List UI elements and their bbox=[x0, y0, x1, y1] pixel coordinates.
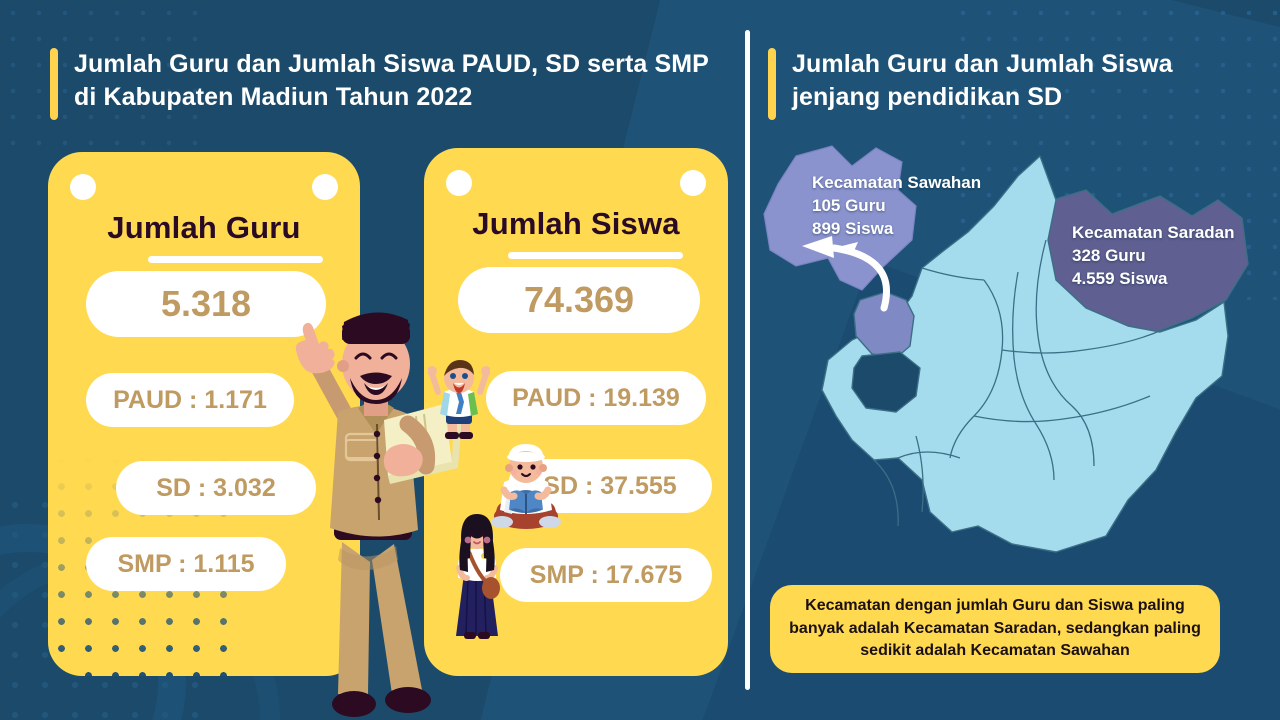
map-caption-box: Kecamatan dengan jumlah Guru dan Siswa p… bbox=[770, 585, 1220, 673]
map-label-sawahan: Kecamatan Sawahan 105 Guru 899 Siswa bbox=[812, 172, 981, 241]
title-accent-bar-right bbox=[768, 48, 776, 120]
siswa-paud-value: PAUD : 19.139 bbox=[486, 371, 706, 425]
panel-divider bbox=[745, 30, 750, 690]
student-sd-illustration-icon bbox=[491, 444, 561, 529]
card-punch-hole-right bbox=[312, 174, 338, 200]
map-callout-sawahan bbox=[763, 145, 917, 291]
map-label-sawahan-name: Kecamatan Sawahan bbox=[812, 173, 982, 192]
left-panel-title: Jumlah Guru dan Jumlah Siswa PAUD, SD se… bbox=[50, 48, 710, 120]
map-label-saradan-guru: 328 Guru bbox=[1072, 245, 1146, 265]
card-guru-underline bbox=[148, 256, 323, 263]
dot-grid-top-left bbox=[0, 0, 200, 150]
map-region-sawahan-inset bbox=[853, 291, 915, 359]
map-region-main bbox=[821, 155, 1229, 553]
guru-paud-value: PAUD : 1.171 bbox=[86, 373, 294, 427]
map-label-saradan-siswa: 4.559 Siswa bbox=[1072, 268, 1168, 288]
guru-smp-value: SMP : 1.115 bbox=[86, 537, 286, 591]
card-jumlah-guru: Jumlah Guru 5.318 PAUD : 1.171 SD : 3.03… bbox=[48, 152, 360, 676]
map-arrow-head bbox=[834, 242, 866, 261]
map-label-sawahan-siswa: 899 Siswa bbox=[812, 218, 894, 238]
map-arrow-head2 bbox=[802, 236, 834, 258]
card-siswa-underline bbox=[508, 252, 683, 259]
card-guru-heading: Jumlah Guru bbox=[107, 210, 301, 245]
map-label-saradan-name: Kecamatan Saradan bbox=[1072, 223, 1235, 242]
guru-total-value: 5.318 bbox=[86, 271, 326, 337]
teacher-illustration-icon bbox=[295, 312, 462, 717]
siswa-smp-value: SMP : 17.675 bbox=[500, 548, 712, 602]
map-region-dark-patch bbox=[851, 351, 921, 413]
map-label-saradan: Kecamatan Saradan 328 Guru 4.559 Siswa bbox=[1072, 222, 1235, 291]
left-title-text: Jumlah Guru dan Jumlah Siswa PAUD, SD se… bbox=[74, 50, 709, 111]
title-accent-bar-left bbox=[50, 48, 58, 120]
right-panel-title: Jumlah Guru dan Jumlah Siswa jenjang pen… bbox=[768, 48, 1228, 120]
map-label-sawahan-guru: 105 Guru bbox=[812, 195, 886, 215]
card-punch-hole-right bbox=[680, 170, 706, 196]
card-punch-hole-left bbox=[70, 174, 96, 200]
map-kabupaten-madiun bbox=[756, 140, 1256, 560]
siswa-total-value: 74.369 bbox=[458, 267, 700, 333]
map-svg bbox=[763, 145, 1249, 553]
right-title-text: Jumlah Guru dan Jumlah Siswa jenjang pen… bbox=[792, 50, 1173, 111]
card-siswa-heading: Jumlah Siswa bbox=[472, 206, 680, 241]
student-paud-illustration-icon bbox=[428, 360, 490, 439]
student-smp-illustration-icon bbox=[456, 514, 500, 639]
card-punch-hole-left bbox=[446, 170, 472, 196]
guru-sd-value: SD : 3.032 bbox=[116, 461, 316, 515]
